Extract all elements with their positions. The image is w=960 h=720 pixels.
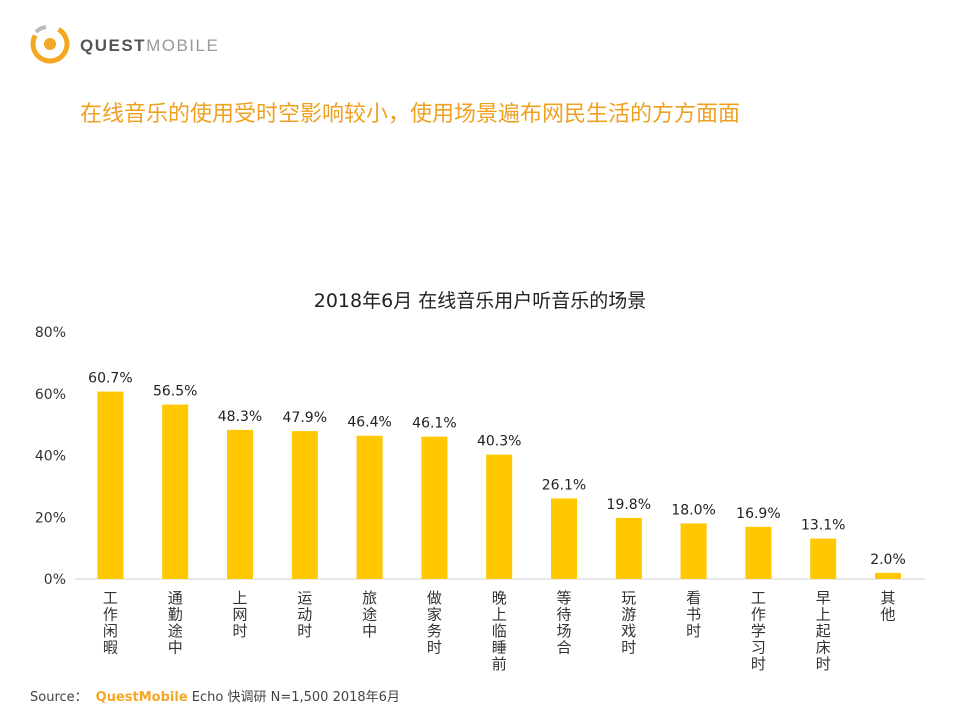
category-label: 上网时 (232, 589, 247, 640)
category-label: 看书时 (686, 589, 701, 640)
bar (227, 429, 253, 579)
category-label: 通勤途中 (168, 589, 183, 657)
category-label: 工作闲暇 (103, 589, 118, 657)
bar (356, 435, 383, 579)
logo-text-light: MOBILE (146, 36, 220, 55)
y-tick-label: 40% (35, 449, 66, 465)
category-label: 旅途中 (362, 589, 377, 640)
bar-value-label: 26.1% (542, 477, 586, 493)
bar (875, 572, 901, 579)
bar (486, 454, 513, 579)
bar-value-label: 47.9% (283, 410, 327, 426)
bar-value-label: 60.7% (88, 371, 132, 387)
category-label: 玩游戏时 (621, 589, 636, 657)
y-tick-label: 80% (35, 325, 66, 341)
chart-title: 2018年6月 在线音乐用户听音乐的场景 (314, 290, 646, 312)
y-axis: 0% 20% 40% 60% 80% (35, 325, 66, 588)
bar-value-label: 18.0% (671, 502, 715, 518)
logo-text: QUESTMOBILE (80, 36, 219, 56)
bar-value-label: 16.9% (736, 506, 780, 522)
source-note: Source： QuestMobile Echo 快调研 N=1,500 2018… (30, 686, 400, 705)
bars-group: 60.7% 工作闲暇 56.5% 通勤途中 48.3% 上网时 47.9% 运动时 46.4% 旅… (88, 371, 906, 673)
source-prefix: Source： (30, 690, 88, 705)
logo-text-bold: QUEST (80, 36, 147, 55)
bar (291, 431, 318, 579)
bar-value-label: 2.0% (870, 552, 906, 568)
bar-value-label: 19.8% (607, 497, 651, 513)
bar-value-label: 48.3% (218, 409, 262, 425)
bar (97, 391, 124, 579)
logo-ring-icon (30, 24, 70, 64)
bar-value-label: 46.4% (347, 415, 391, 431)
bar-value-label: 40.3% (477, 434, 521, 450)
category-label: 其他 (880, 589, 895, 624)
logo-center-dot (44, 38, 56, 50)
category-label: 工作学习时 (751, 589, 766, 673)
category-label: 做家务时 (427, 589, 442, 657)
category-label: 早上起床时 (816, 589, 831, 673)
page-headline: 在线音乐的使用受时空影响较小，使用场景遍布网民生活的方方面面 (80, 102, 741, 127)
category-label: 运动时 (297, 589, 312, 640)
bar (680, 523, 707, 579)
source-suffix: Echo 快调研 N=1,500 2018年6月 (191, 690, 400, 705)
source-brand: QuestMobile (95, 690, 188, 705)
y-tick-label: 20% (35, 510, 66, 526)
bar-value-label: 56.5% (153, 384, 197, 400)
bar (615, 517, 642, 579)
bar (745, 526, 772, 579)
category-label: 等待场合 (556, 589, 571, 657)
y-tick-label: 0% (44, 572, 66, 588)
y-tick-label: 60% (35, 387, 66, 403)
bar-value-label: 13.1% (801, 518, 845, 534)
bar (551, 498, 577, 579)
category-label: 晚上临睡前 (492, 589, 507, 673)
bar (421, 436, 448, 579)
bar-value-label: 46.1% (412, 416, 456, 432)
bar-chart: 2018年6月 在线音乐用户听音乐的场景 0% 20% 40% 60% 80% 60.7… (35, 290, 925, 673)
bar (162, 404, 189, 579)
questmobile-logo (30, 24, 70, 64)
logo-arc-grey (34, 25, 47, 34)
bar (810, 538, 837, 579)
